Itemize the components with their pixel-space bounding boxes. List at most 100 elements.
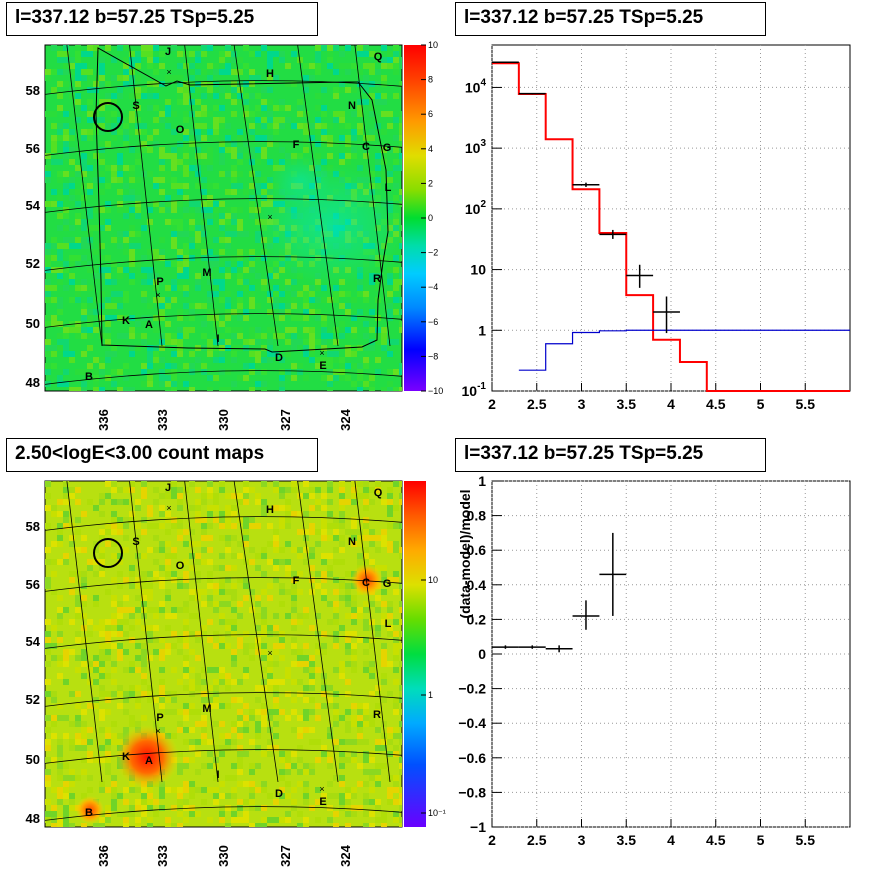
- source-c-hotspot: [351, 564, 383, 596]
- source-label-i: I: [216, 333, 219, 345]
- source-label-p: P: [156, 276, 163, 288]
- latitude-tick-label: 52: [26, 692, 40, 707]
- residual-point: [492, 645, 519, 649]
- source-label-p: P: [156, 712, 163, 724]
- residual-point: [518, 645, 546, 649]
- top-colorbar-tick-label: 8: [428, 75, 433, 85]
- residual-y-tick-label: −0.8: [458, 784, 486, 800]
- residual-y-tick-label: −0.4: [458, 715, 486, 731]
- spectrum-x-tick-label: 2.5: [527, 396, 547, 412]
- map-axis-labels: 58 58 56 56 54 54 52 52 50 50 48 48 336 336 333 333 330 3…: [26, 83, 353, 867]
- spectrum-y-tick-label: 10: [470, 262, 486, 278]
- source-label-n: N: [348, 536, 356, 548]
- residual-title: l=337.12 b=57.25 TSp=5.25: [455, 438, 766, 472]
- longitude-tick-label: 327: [278, 845, 293, 867]
- source-label-k: K: [122, 751, 130, 763]
- source-label-n: N: [348, 100, 356, 112]
- spectrum-y-tick-label: 102: [465, 199, 487, 217]
- longitude-tick-label: 324: [338, 844, 353, 866]
- longitude-tick-label: 333: [155, 845, 170, 867]
- spectrum-x-tick-label: 4: [667, 396, 675, 412]
- source-label-i: I: [216, 769, 219, 781]
- spectrum-y-tick-label: 1: [478, 322, 486, 338]
- top-map-cyan-region: [270, 155, 330, 205]
- source-label-e: E: [319, 796, 326, 808]
- latitude-tick-label: 48: [26, 811, 40, 826]
- source-label-c: C: [362, 577, 370, 589]
- source-marker: ×: [166, 67, 171, 77]
- spectrum-title: l=337.12 b=57.25 TSp=5.25: [455, 2, 766, 36]
- residual-x-tick-label: 3.5: [617, 832, 637, 848]
- source-marker: ×: [319, 348, 324, 358]
- source-label-k: K: [122, 315, 130, 327]
- spectrum-x-tick-label: 3: [578, 396, 586, 412]
- top-colorbar-tick-label: 4: [428, 144, 433, 154]
- latitude-tick-label: 50: [26, 316, 40, 331]
- top-colorbar: [404, 45, 426, 391]
- source-label-b: B: [85, 371, 93, 383]
- source-marker: ×: [319, 784, 324, 794]
- residual-ylabel: (data-model)/model: [457, 489, 473, 618]
- source-marker: ×: [166, 503, 171, 513]
- source-label-h: H: [266, 68, 274, 80]
- latitude-tick-label: 56: [26, 141, 40, 156]
- source-marker: ×: [155, 726, 160, 736]
- spectrum-panel: 2 2.5 3 3.5 4 4.5 5 5.5 10-1 1 10 102 103 104: [462, 44, 851, 412]
- longitude-tick-label: 324: [338, 408, 353, 430]
- source-marker: ×: [267, 212, 272, 222]
- longitude-tick-label: 330: [216, 845, 231, 867]
- bottom-colorbar-tick-label: 10⁻¹: [428, 808, 446, 818]
- bottom-colorbar-tick-label: 1: [428, 690, 433, 700]
- top-sky-map: [44, 44, 403, 392]
- longitude-tick-label: 333: [155, 409, 170, 431]
- source-label-r: R: [373, 273, 381, 285]
- source-label-q: Q: [374, 51, 383, 63]
- residual-x-tick-label: 3: [578, 832, 586, 848]
- source-label-e: E: [319, 360, 326, 372]
- colorbar-labels: 10 8 6 4 2 0 −2 −4 −6 −8 −10 10 1 10⁻¹: [421, 40, 446, 818]
- top-colorbar-tick-label: 10: [428, 40, 438, 50]
- source-label-j: J: [165, 482, 171, 494]
- spectrum-plot: 2 2.5 3 3.5 4 4.5 5 5.5 10-1 1 10 102 103 104: [462, 45, 850, 412]
- source-marker: ×: [155, 290, 160, 300]
- source-label-a: A: [145, 755, 153, 767]
- residual-plot: 2 2.5 3 3.5 4 4.5 5 5.5 −1 −0.8 −0.6 −0.4 −0.2 0 0.2 0.…: [458, 473, 850, 848]
- latitude-tick-label: 50: [26, 752, 40, 767]
- bottom-count-map: [44, 480, 403, 828]
- source-label-d: D: [275, 788, 283, 800]
- residual-y-tick-label: 1: [478, 473, 486, 489]
- top-colorbar-tick-label: −10: [428, 386, 443, 396]
- top-map-roi-boundary: [95, 47, 389, 353]
- source-label-q: Q: [374, 487, 383, 499]
- spectrum-y-tick-label: 104: [465, 77, 487, 95]
- latitude-tick-label: 58: [26, 83, 40, 98]
- source-b-hotspot: [76, 796, 104, 824]
- residual-y-tick-label: 0: [478, 646, 486, 662]
- source-label-f: F: [293, 575, 300, 587]
- source-label-a: A: [145, 319, 153, 331]
- spectrum-y-tick-label: 10-1: [462, 381, 487, 399]
- residual-x-tick-label: 4.5: [706, 832, 726, 848]
- longitude-tick-label: 327: [278, 409, 293, 431]
- map-bottom-title: 2.50<logE<3.00 count maps: [6, 438, 318, 472]
- map-top-title: l=337.12 b=57.25 TSp=5.25: [6, 2, 318, 36]
- top-colorbar-tick-label: 6: [428, 109, 433, 119]
- residual-point: [545, 645, 573, 653]
- bottom-map-pixels: [45, 481, 402, 827]
- latitude-tick-label: 56: [26, 577, 40, 592]
- latitude-tick-label: 54: [26, 634, 41, 649]
- source-label-j: J: [165, 46, 171, 58]
- residual-x-tick-label: 4: [667, 832, 675, 848]
- model-background-line: [518, 329, 850, 371]
- target-position-circle: [93, 538, 123, 568]
- data-point: [626, 264, 654, 288]
- source-label-c: C: [362, 141, 370, 153]
- data-point: [599, 229, 627, 239]
- top-colorbar-tick-label: −6: [428, 317, 438, 327]
- source-label-h: H: [266, 504, 274, 516]
- source-label-g: G: [383, 142, 392, 154]
- data-point: [518, 92, 546, 95]
- bottom-colorbar: [404, 481, 426, 827]
- latitude-tick-label: 48: [26, 375, 40, 390]
